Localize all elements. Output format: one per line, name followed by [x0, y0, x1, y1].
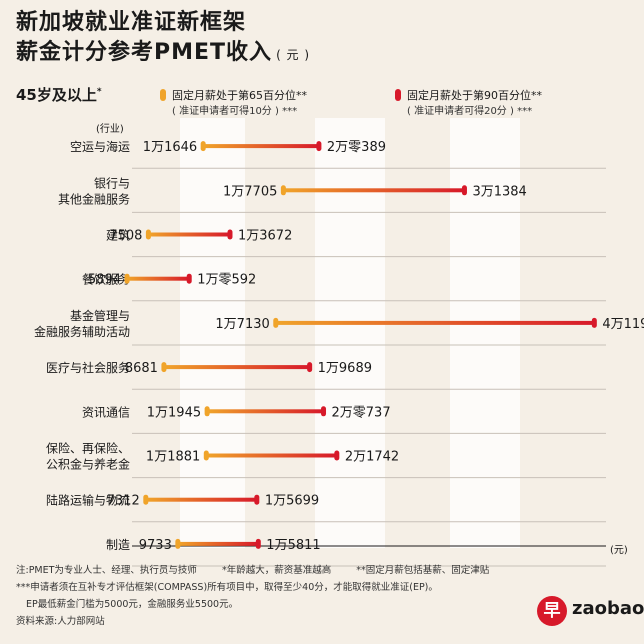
range-bar: [275, 320, 595, 325]
category-label: 建筑: [106, 228, 130, 243]
point-p90: [461, 185, 467, 196]
point-p90: [227, 229, 233, 240]
value-label-p65: 7508: [109, 229, 142, 244]
value-label-p90: 3万1384: [472, 184, 526, 199]
chart-subtitle: 45岁及以上*: [16, 84, 102, 105]
footnote-age: *年龄越大，薪资基准越高: [221, 565, 332, 576]
point-p90: [307, 362, 313, 373]
footnote-line-3: EP最低薪金门槛为5000元，金融服务业5500元。: [26, 599, 239, 610]
point-p65: [143, 494, 149, 505]
range-bar: [148, 232, 230, 237]
point-p90: [316, 141, 322, 152]
value-label-p65: 5894: [88, 273, 121, 288]
value-label-p65: 1万1881: [146, 450, 200, 465]
value-label-p65: 9733: [139, 538, 172, 553]
title-unit: ( 元 ): [276, 48, 311, 62]
subtitle-mark: *: [96, 87, 102, 97]
footnote-salary: **固定月薪包括基薪、固定津贴: [356, 565, 490, 576]
point-p90: [591, 317, 597, 328]
value-label-p90: 2万零737: [332, 405, 391, 420]
legend-sub-p90: ( 准证申请者可得20分 ) ***: [407, 106, 533, 117]
value-label-p65: 8681: [125, 361, 158, 376]
legend-swatch-p65: [160, 89, 166, 101]
point-p90: [321, 406, 327, 417]
brand-name: zaobao: [572, 598, 644, 619]
point-p65: [124, 273, 130, 284]
category-label: 陆路运输与物流: [46, 493, 130, 508]
value-label-p90: 4万1194: [602, 317, 644, 332]
range-bar: [163, 365, 310, 370]
chart-bands: [132, 118, 606, 548]
point-p65: [175, 538, 181, 549]
category-label: 基金管理与: [70, 308, 130, 323]
value-axis-unit: (元): [610, 545, 628, 556]
point-p65: [161, 362, 167, 373]
range-bar: [206, 453, 337, 458]
range-bar: [207, 409, 324, 414]
value-label-p65: 1万7130: [215, 317, 269, 332]
value-label-p65: 1万7705: [223, 184, 277, 199]
footnotes: 注:PMET为专业人士、经理、执行员与技师 *年龄越大，薪资基准越高 **固定月…: [16, 562, 616, 630]
point-p90: [334, 450, 340, 461]
value-label-p90: 1万9689: [318, 361, 372, 376]
category-axis-header: (行业): [96, 122, 124, 135]
legend-swatch-p90: [395, 89, 401, 101]
category-label: 公积金与养老金: [46, 457, 130, 472]
point-p90: [255, 538, 261, 549]
chart-title: 新加坡就业准证新框架 薪金计分参考PMET收入( 元 ): [16, 8, 310, 70]
footnote-source: 资料来源:人力部网站: [16, 616, 105, 627]
point-p65: [203, 450, 209, 461]
category-label: 金融服务辅助活动: [34, 324, 130, 339]
range-bar: [283, 188, 465, 193]
point-p65: [280, 185, 286, 196]
category-label: 制造: [106, 538, 130, 552]
range-bar: [177, 541, 259, 546]
point-p90: [254, 494, 260, 505]
footnote-line-1: 注:PMET为专业人士、经理、执行员与技师 *年龄越大，薪资基准越高 **固定月…: [16, 562, 616, 579]
category-label: 银行与: [94, 176, 130, 190]
title-line-1: 新加坡就业准证新框架: [16, 10, 247, 35]
value-label-p90: 2万零389: [327, 140, 386, 155]
legend-sub-p65: ( 准证申请者可得10分 ) ***: [172, 106, 298, 117]
background-band: [450, 118, 520, 548]
legend-label-p90: 固定月薪处于第90百分位**: [407, 89, 542, 102]
value-label-p65: 1万1945: [147, 405, 201, 420]
title-line-2: 薪金计分参考PMET收入( 元 ): [16, 38, 310, 70]
range-bar: [145, 497, 257, 502]
category-label: 保险、再保险、: [46, 441, 130, 456]
value-label-p65: 7312: [107, 494, 140, 509]
value-label-p90: 1万5811: [266, 538, 320, 553]
point-p90: [186, 273, 192, 284]
value-label-p90: 2万1742: [345, 450, 399, 465]
category-label: 其他金融服务: [58, 191, 130, 206]
background-band: [180, 118, 245, 548]
point-p65: [200, 141, 206, 152]
subtitle-text: 45岁及以上: [16, 86, 97, 104]
footnote-pmet: 注:PMET为专业人士、经理、执行员与技师: [16, 565, 197, 576]
category-label: 资讯通信: [82, 405, 130, 419]
range-bar: [203, 144, 319, 149]
point-p65: [204, 406, 210, 417]
title-line-2-text: 薪金计分参考PMET收入: [16, 40, 273, 65]
zaobao-logo-icon: 早: [537, 596, 567, 626]
value-label-p90: 1万零592: [197, 273, 256, 288]
value-label-p65: 1万1646: [143, 140, 197, 155]
category-label: 空运与海运: [70, 139, 130, 154]
legend-item-p90: 固定月薪处于第90百分位** ( 准证申请者可得20分 ) ***: [395, 88, 542, 120]
value-label-p90: 1万3672: [238, 229, 292, 244]
point-p65: [273, 317, 279, 328]
background-band: [315, 118, 385, 548]
legend-item-p65: 固定月薪处于第65百分位** ( 准证申请者可得10分 ) ***: [160, 88, 307, 120]
footnote-line-2: ***申请者须在互补专才评估框架(COMPASS)所有项目中，取得至少40分，才…: [16, 582, 438, 593]
legend-label-p65: 固定月薪处于第65百分位**: [172, 89, 307, 102]
category-label: 餐饮服务: [82, 272, 130, 287]
value-label-p90: 1万5699: [265, 494, 319, 509]
category-label: 医疗与社会服务: [46, 360, 130, 375]
range-bar: [127, 276, 190, 281]
point-p65: [145, 229, 151, 240]
